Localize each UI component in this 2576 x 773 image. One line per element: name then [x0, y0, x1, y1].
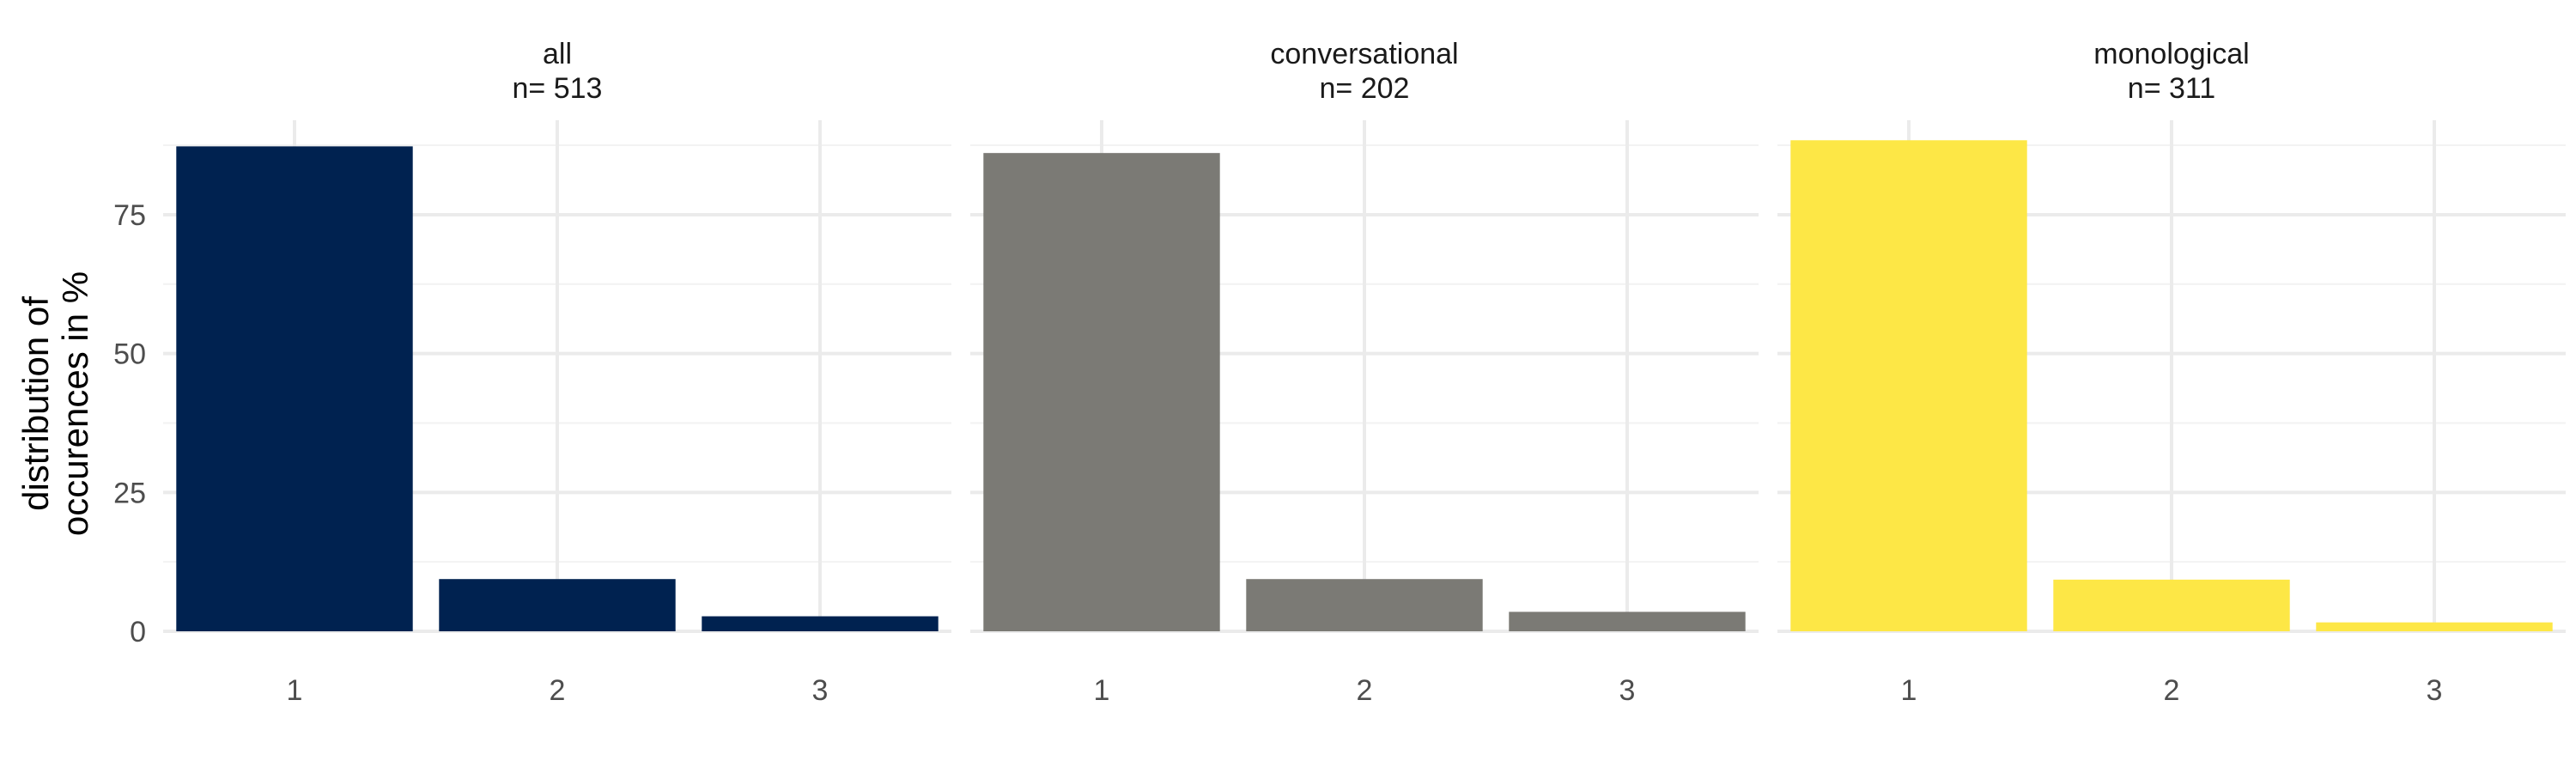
panel-title: conversational: [1270, 38, 1458, 70]
panel-title: monological: [2093, 38, 2249, 70]
x-tick-label: 3: [1619, 674, 1636, 707]
bar-all-2: [439, 579, 676, 631]
bar-all-1: [176, 146, 413, 632]
x-tick-label: 3: [2427, 674, 2443, 707]
y-tick-label: 75: [113, 199, 146, 232]
y-axis-ticks: 0 25 50 75: [113, 199, 146, 648]
y-tick-label: 25: [113, 477, 146, 509]
x-tick-label: 1: [1901, 674, 1917, 707]
bar-conversational-1: [983, 153, 1220, 632]
y-tick-label: 0: [130, 616, 146, 648]
y-axis-title-line-1: distribution of: [15, 296, 56, 511]
bar-conversational-3: [1509, 612, 1746, 631]
panel-title: all: [543, 38, 572, 70]
bar-monological-1: [1790, 140, 2027, 632]
y-axis-title: distribution of occurences in %: [15, 271, 95, 536]
x-tick-label: 2: [550, 674, 566, 707]
bar-conversational-2: [1246, 579, 1483, 631]
bar-all-3: [702, 616, 939, 631]
bar-monological-2: [2053, 579, 2290, 631]
x-tick-label: 3: [812, 674, 829, 707]
bar-monological-3: [2316, 622, 2553, 631]
x-tick-label: 1: [1094, 674, 1110, 707]
x-tick-label: 2: [2164, 674, 2180, 707]
panel-sample-size: n= 202: [1320, 72, 1410, 105]
x-tick-label: 1: [287, 674, 303, 707]
y-tick-label: 50: [113, 338, 146, 371]
panel-sample-size: n= 513: [513, 72, 603, 105]
panel-sample-size: n= 311: [2128, 72, 2215, 105]
x-tick-label: 2: [1357, 674, 1373, 707]
y-axis-title-line-2: occurences in %: [55, 271, 95, 536]
